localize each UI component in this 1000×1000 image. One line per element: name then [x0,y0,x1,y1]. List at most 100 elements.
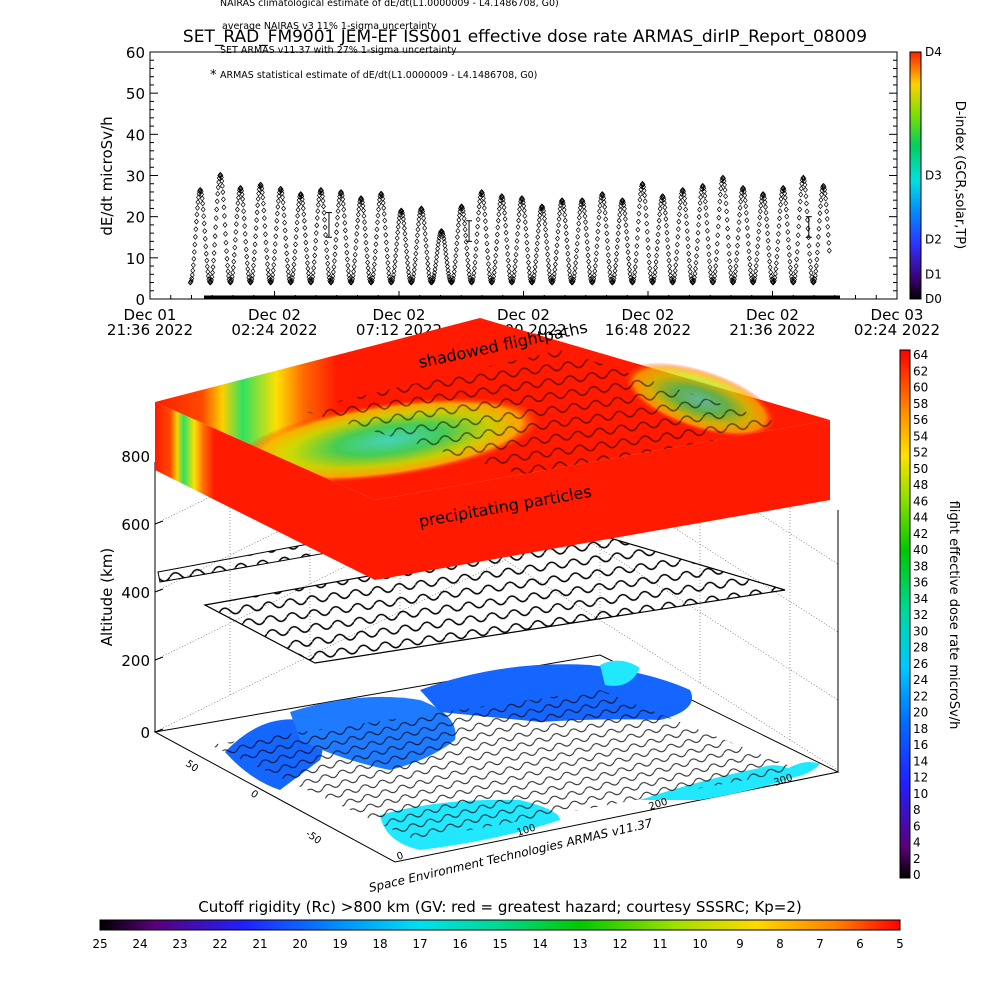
armas-point [330,273,336,280]
armas-point [282,219,288,226]
z-tick-label: 600 [121,516,150,534]
armas-point [271,261,277,268]
z-tick [154,520,164,525]
armas-point [594,235,600,242]
armas-point [234,206,240,213]
armas-point [635,218,641,225]
armas-point [615,230,621,237]
armas-point [818,197,824,203]
armas-point [713,256,719,263]
armas-point [213,224,219,231]
armas-point [597,208,602,215]
armas-point [664,237,670,243]
y-tick-label: 10 [126,250,145,268]
armas-point [767,264,773,271]
armas-point [591,275,597,282]
armas-point [665,244,671,251]
armas-point [816,217,822,224]
armas-point [756,228,762,235]
armas-point [593,256,599,263]
armas-point [516,211,522,218]
cutoff-rigidity-label: 5 [896,937,904,951]
armas-point [425,265,431,272]
armas-point [641,187,647,194]
armas-point [603,216,609,223]
armas-point [504,244,510,251]
armas-point [625,249,631,256]
cutoff-rigidity-label: 18 [372,937,387,951]
armas-point [460,205,466,212]
armas-point [748,271,754,278]
armas-point [275,203,281,210]
armas-point [826,247,832,254]
armas-point [705,243,711,250]
armas-point [714,240,720,247]
armas-point [520,196,526,203]
armas-point [444,255,449,262]
armas-point [698,194,704,201]
armas-point [365,265,371,271]
armas-point [352,258,358,264]
armas-point [821,184,827,191]
dose-rate-label: 34 [913,592,928,606]
legend-entry-armas-statistical: ARMAS statistical estimate of dE/dt(L1.0… [220,70,537,81]
armas-point [757,208,763,215]
armas-point [230,269,236,276]
armas-point [191,249,197,255]
armas-point [593,250,599,257]
dose-rate-label: 22 [913,689,928,703]
y-axis-label: dE/dt microSv/h [98,116,116,235]
dose-rate-label: 8 [913,803,921,817]
x-tick-day: Dec 01 [124,306,177,324]
armas-point [383,232,389,238]
armas-point [736,219,742,226]
dose-rate-label: 50 [913,462,928,476]
armas-point [738,193,744,200]
legend-entry-nairas-uncertainty: average NAIRAS v3 11% 1-sigma uncertaint… [222,21,437,32]
armas-point [311,265,317,271]
armas-point [301,217,307,224]
armas-point [260,200,266,207]
armas-point [198,187,204,194]
armas-point [613,257,619,263]
armas-point [565,257,571,263]
armas-point [482,211,488,218]
armas-point [712,268,718,275]
dose-rate-label: 20 [913,706,928,720]
continent-north-america [600,660,640,686]
armas-point [359,196,365,203]
armas-point [712,273,718,280]
armas-point [815,241,821,248]
armas-point [434,254,440,261]
armas-point [218,174,224,181]
armas-point [335,208,341,215]
armas-point [632,269,638,276]
armas-point [641,183,647,190]
armas-point [421,219,427,226]
armas-point [644,228,650,235]
dose-rate-label: 58 [913,397,928,411]
armas-point [573,260,579,266]
armas-point [754,250,760,257]
armas-point [305,265,311,272]
armas-point [776,223,782,229]
armas-point [753,262,759,269]
x-tick-time: 21:36 2022 [729,321,815,339]
armas-point [575,227,581,233]
armas-point [812,272,818,279]
armas-point [796,214,802,221]
armas-point [672,272,678,278]
armas-point [697,206,703,213]
armas-point [246,274,252,281]
armas-point [254,217,260,224]
armas-point [255,195,261,202]
armas-point [363,232,368,239]
armas-point [814,249,820,256]
armas-point [270,272,276,278]
armas-point [595,228,601,235]
armas-point [276,193,282,200]
armas-point [495,217,501,224]
armas-point [718,185,724,192]
armas-point [774,246,780,253]
armas-point [808,264,814,271]
